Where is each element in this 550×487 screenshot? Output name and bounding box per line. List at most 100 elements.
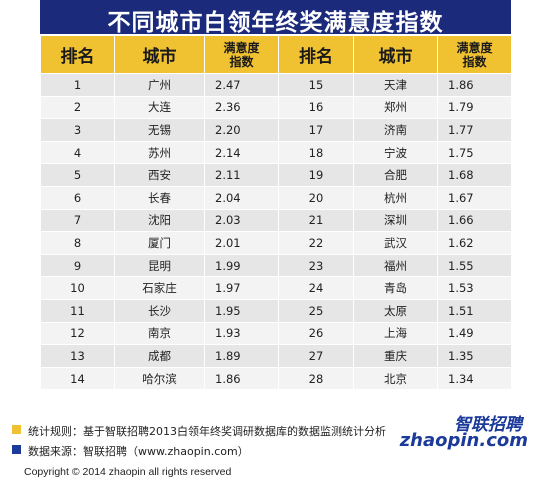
- table-row: 6 长春 2.04 20 杭州 1.67: [40, 185, 512, 210]
- copyright-text: Copyright © 2014 zhaopin all rights rese…: [24, 466, 232, 478]
- table-row: 4 苏州 2.14 18 宁波 1.75: [40, 140, 512, 165]
- score-cell: 2.14: [204, 140, 279, 165]
- table-row: 7 沈阳 2.03 21 深圳 1.66: [40, 208, 512, 233]
- rank-cell: 28: [278, 366, 354, 391]
- score-cell: 1.35: [437, 344, 512, 368]
- table-row: 3 无锡 2.20 17 济南 1.77: [40, 118, 512, 142]
- title-bar: 不同城市白领年终奖满意度指数: [40, 0, 511, 36]
- score-cell: 1.34: [437, 366, 512, 391]
- rule-marker-icon: [12, 425, 21, 434]
- rank-cell: 16: [278, 95, 354, 120]
- rank-cell: 27: [278, 344, 354, 368]
- score-cell: 2.01: [204, 231, 279, 255]
- score-cell: 1.93: [204, 321, 279, 346]
- rank-cell: 21: [278, 208, 354, 233]
- header-rank-left: 排名: [40, 35, 115, 74]
- city-cell: 哈尔滨: [114, 366, 205, 391]
- city-cell: 合肥: [353, 163, 438, 187]
- city-cell: 广州: [114, 73, 205, 97]
- score-cell: 1.53: [437, 276, 512, 300]
- rank-cell: 11: [40, 298, 115, 323]
- score-cell: 1.86: [437, 73, 512, 97]
- logo-en-text: zhaopin.com: [399, 430, 528, 451]
- rank-cell: 14: [40, 366, 115, 391]
- rank-cell: 19: [278, 163, 354, 187]
- header-city-left: 城市: [114, 35, 205, 74]
- city-cell: 福州: [353, 253, 438, 278]
- rank-cell: 13: [40, 344, 115, 368]
- score-cell: 1.99: [204, 253, 279, 278]
- logo-cn-text: 智联招聘: [454, 415, 522, 435]
- city-cell: 南京: [114, 321, 205, 346]
- score-cell: 1.62: [437, 231, 512, 255]
- score-cell: 1.49: [437, 321, 512, 346]
- rank-cell: 26: [278, 321, 354, 346]
- score-cell: 2.04: [204, 185, 279, 210]
- city-cell: 太原: [353, 298, 438, 323]
- table-header-row: 排名 城市 满意度 指数 排名 城市 满意度 指数: [40, 35, 512, 74]
- source-marker-icon: [12, 445, 21, 454]
- rank-cell: 7: [40, 208, 115, 233]
- table-row: 14 哈尔滨 1.86 28 北京 1.34: [40, 366, 512, 391]
- city-cell: 深圳: [353, 208, 438, 233]
- city-cell: 重庆: [353, 344, 438, 368]
- score-cell: 1.77: [437, 118, 512, 142]
- city-cell: 宁波: [353, 140, 438, 165]
- table-row: 9 昆明 1.99 23 福州 1.55: [40, 253, 512, 278]
- rank-cell: 1: [40, 73, 115, 97]
- rank-cell: 8: [40, 231, 115, 255]
- rank-cell: 5: [40, 163, 115, 187]
- table-row: 5 西安 2.11 19 合肥 1.68: [40, 163, 512, 187]
- city-cell: 昆明: [114, 253, 205, 278]
- table-row: 8 厦门 2.01 22 武汉 1.62: [40, 231, 512, 255]
- city-cell: 石家庄: [114, 276, 205, 300]
- source-note: 数据来源：智联招聘（www.zhaopin.com）: [28, 445, 249, 458]
- rank-cell: 24: [278, 276, 354, 300]
- rank-cell: 15: [278, 73, 354, 97]
- city-cell: 武汉: [353, 231, 438, 255]
- table-row: 11 长沙 1.95 25 太原 1.51: [40, 298, 512, 323]
- score-cell: 2.20: [204, 118, 279, 142]
- score-cell: 1.97: [204, 276, 279, 300]
- score-cell: 1.67: [437, 185, 512, 210]
- zhaopin-logo: 智联招聘 zhaopin.com: [388, 410, 528, 460]
- header-city-right: 城市: [353, 35, 438, 74]
- header-score-left: 满意度 指数: [204, 35, 279, 74]
- rank-cell: 6: [40, 185, 115, 210]
- score-cell: 1.89: [204, 344, 279, 368]
- city-cell: 长沙: [114, 298, 205, 323]
- rank-cell: 23: [278, 253, 354, 278]
- city-cell: 青岛: [353, 276, 438, 300]
- score-cell: 1.95: [204, 298, 279, 323]
- city-cell: 天津: [353, 73, 438, 97]
- table-row: 13 成都 1.89 27 重庆 1.35: [40, 344, 512, 368]
- city-cell: 成都: [114, 344, 205, 368]
- rank-cell: 9: [40, 253, 115, 278]
- city-cell: 大连: [114, 95, 205, 120]
- header-rank-right: 排名: [278, 35, 354, 74]
- rank-cell: 18: [278, 140, 354, 165]
- score-cell: 2.36: [204, 95, 279, 120]
- city-cell: 杭州: [353, 185, 438, 210]
- city-cell: 长春: [114, 185, 205, 210]
- rank-cell: 2: [40, 95, 115, 120]
- score-cell: 1.75: [437, 140, 512, 165]
- score-cell: 1.79: [437, 95, 512, 120]
- table-row: 2 大连 2.36 16 郑州 1.79: [40, 95, 512, 120]
- page-title: 不同城市白领年终奖满意度指数: [107, 10, 444, 36]
- city-cell: 西安: [114, 163, 205, 187]
- rank-cell: 25: [278, 298, 354, 323]
- city-cell: 沈阳: [114, 208, 205, 233]
- table-row: 12 南京 1.93 26 上海 1.49: [40, 321, 512, 346]
- rank-cell: 4: [40, 140, 115, 165]
- rank-cell: 17: [278, 118, 354, 142]
- ranking-table: 排名 城市 满意度 指数 排名 城市 满意度 指数 1 广州 2.47 15 天津 1.8…: [40, 35, 512, 391]
- city-cell: 郑州: [353, 95, 438, 120]
- score-cell: 2.03: [204, 208, 279, 233]
- city-cell: 济南: [353, 118, 438, 142]
- score-cell: 2.11: [204, 163, 279, 187]
- city-cell: 苏州: [114, 140, 205, 165]
- city-cell: 无锡: [114, 118, 205, 142]
- score-cell: 1.51: [437, 298, 512, 323]
- rank-cell: 22: [278, 231, 354, 255]
